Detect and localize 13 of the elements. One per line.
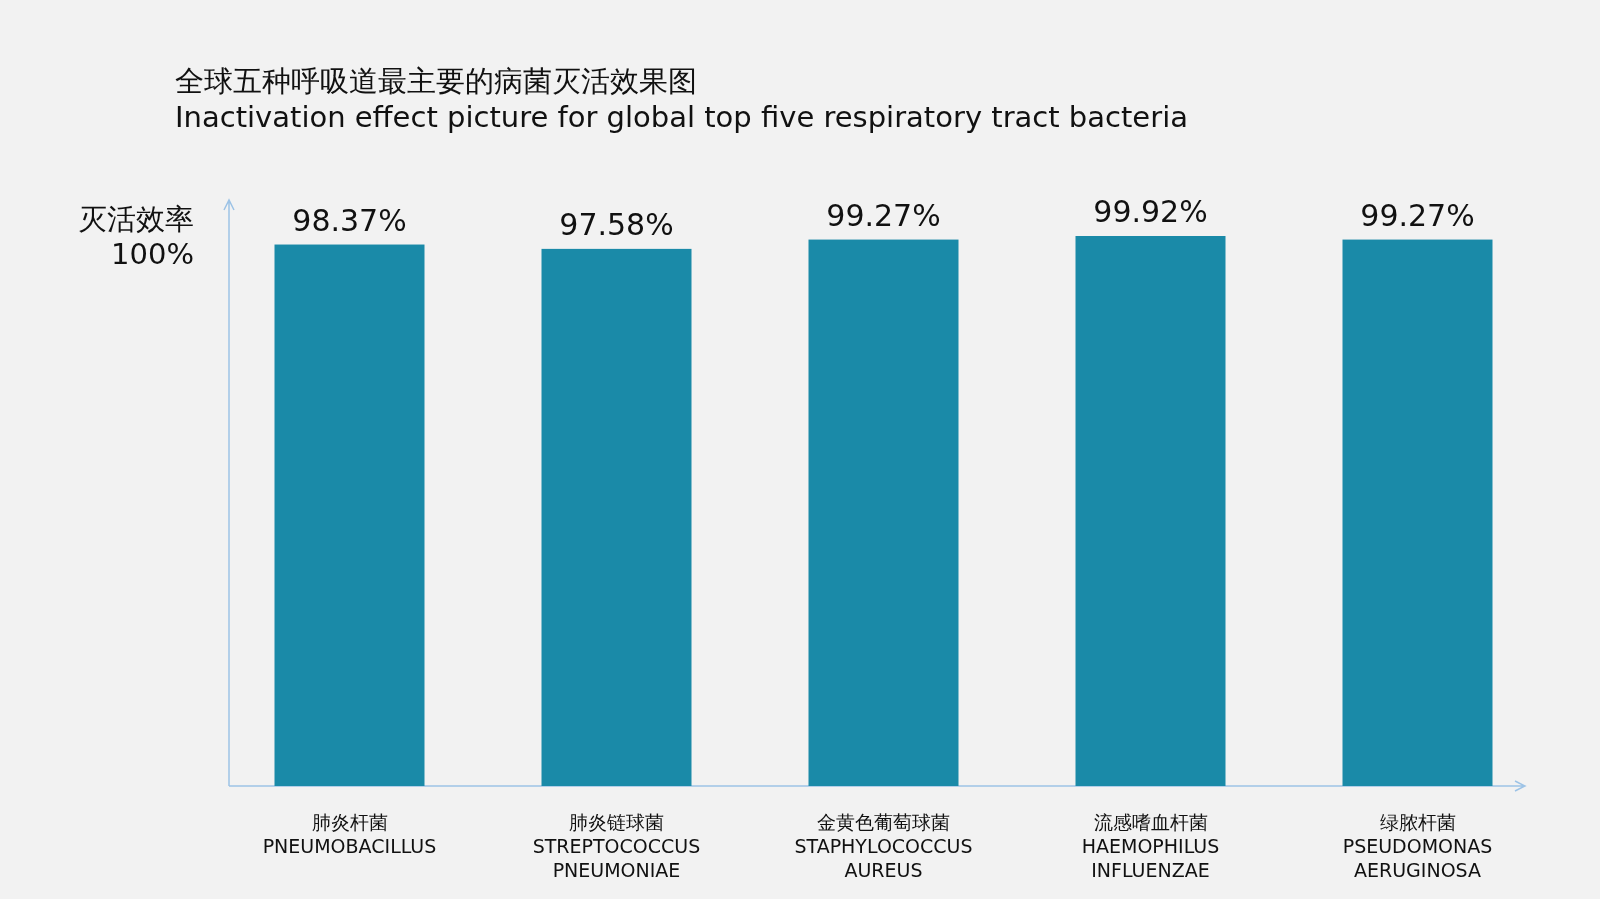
data-label: 99.92%	[1093, 194, 1208, 229]
x-tick-label: 绿脓杆菌 PSEUDOMONAS AERUGINOSA	[1341, 810, 1494, 882]
chart-title: 全球五种呼吸道最主要的病菌灭活效果图	[175, 64, 697, 98]
x-tick-label: 肺炎杆菌 PNEUMOBACILLUS	[261, 810, 438, 858]
data-label: 97.58%	[559, 206, 674, 242]
chart-subtitle: Inactivation effect picture for global top five respiratory tract bacteria	[175, 100, 1188, 134]
x-tick-label: 肺炎链球菌 STREPTOCOCCUS PNEUMONIAE	[531, 810, 702, 882]
y-axis-title: 灭活效率 100%	[77, 202, 194, 272]
data-label: 99.27%	[826, 197, 941, 233]
x-tick-label: 流感嗜血杆菌 HAEMOPHILUS INFLUENZAE	[1080, 810, 1221, 882]
data-label: 98.37%	[292, 202, 407, 238]
x-tick-label: 金黄色葡萄球菌 STAPHYLOCOCCUS AUREUS	[793, 810, 974, 882]
data-label: 99.27%	[1360, 197, 1475, 233]
